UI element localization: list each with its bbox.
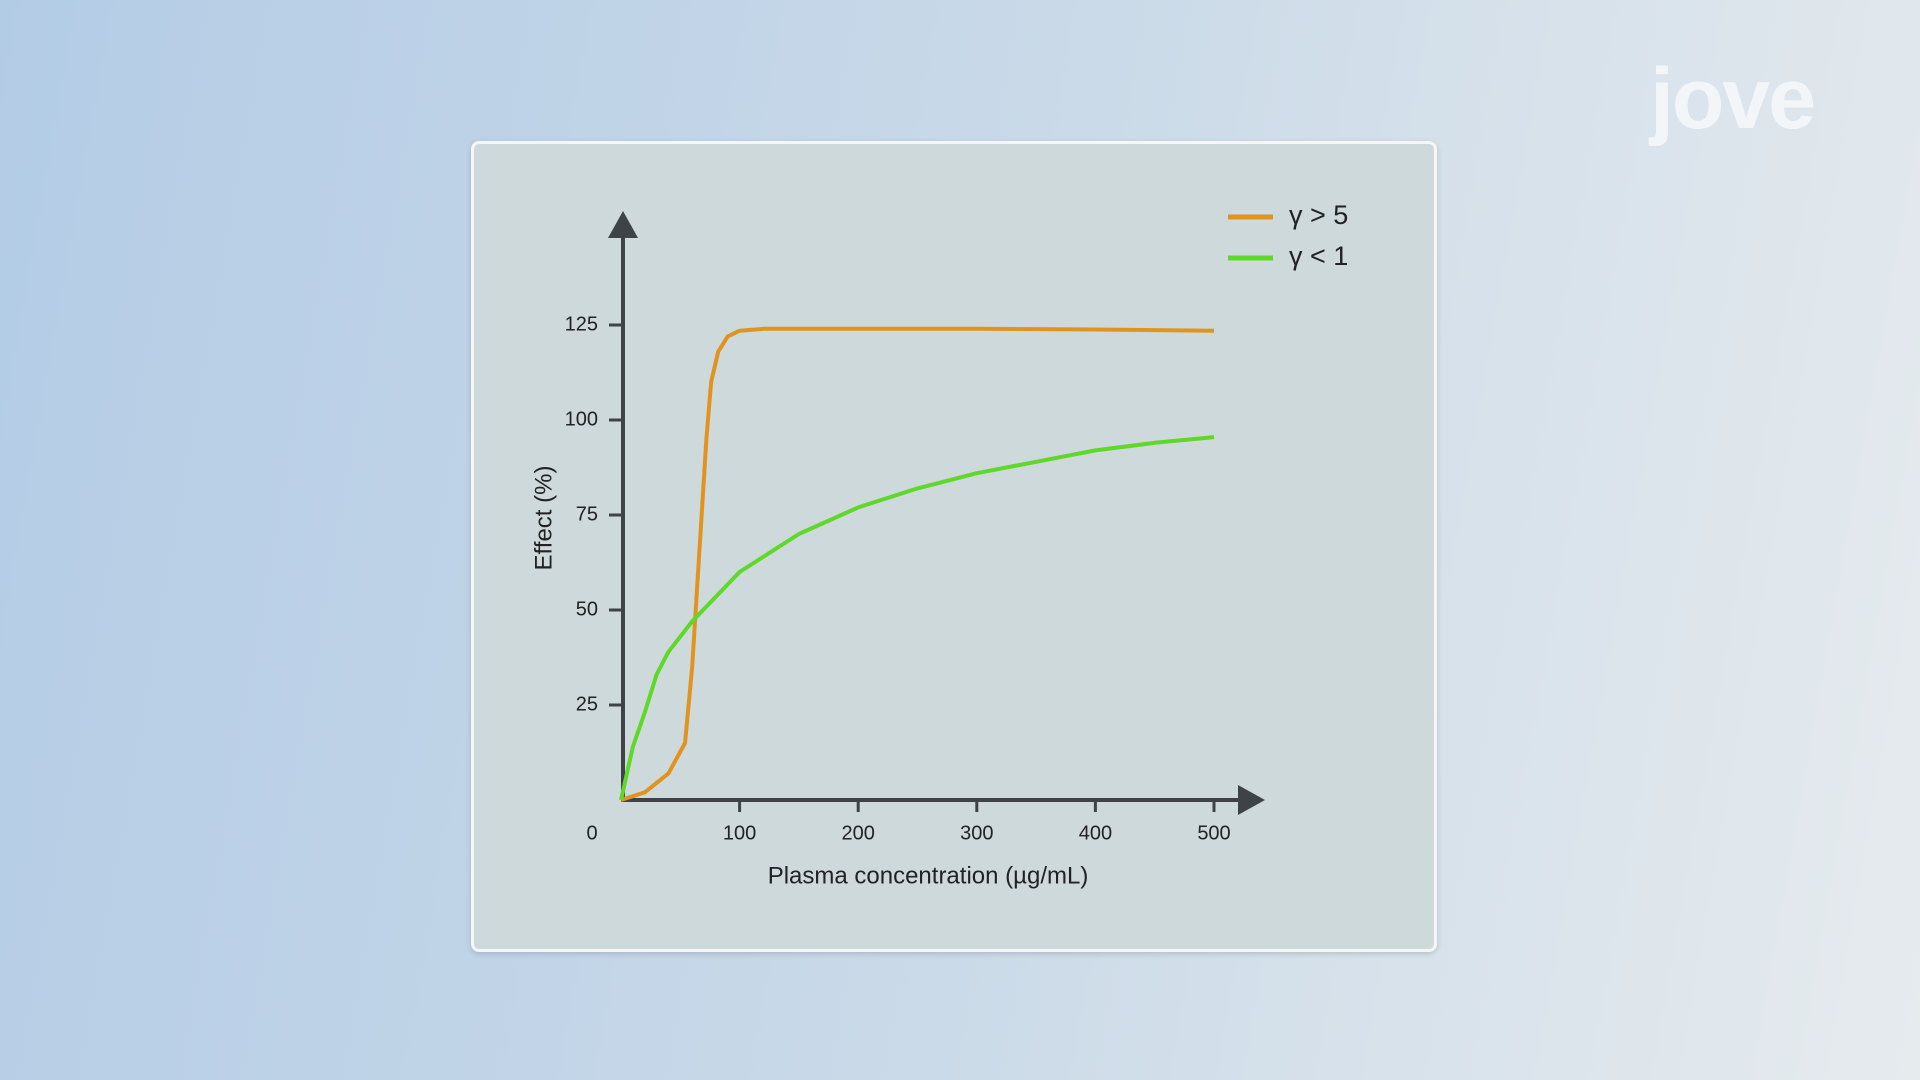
- y-axis-arrow: [608, 211, 638, 238]
- logo: jove: [1650, 51, 1816, 147]
- y-tick-label: 100: [565, 408, 598, 430]
- y-tick-label: 25: [576, 693, 598, 715]
- x-axis-label: Plasma concentration (µg/mL): [768, 862, 1089, 889]
- x-tick-label: 400: [1079, 822, 1112, 844]
- legend-label: γ > 5: [1289, 200, 1348, 230]
- x-tick-label: 200: [842, 822, 875, 844]
- x-tick-label: 100: [723, 822, 756, 844]
- series-line: [620, 326, 1215, 802]
- legend-label: γ < 1: [1289, 241, 1348, 271]
- y-axis-label: Effect (%): [530, 466, 557, 571]
- x-axis-arrow: [1238, 785, 1265, 815]
- x-tick-label: 500: [1197, 822, 1230, 844]
- x-tick-label: 0: [586, 822, 597, 844]
- x-tick-label: 300: [960, 822, 993, 844]
- y-tick-label: 50: [576, 598, 598, 620]
- y-tick-label: 125: [565, 313, 598, 335]
- y-tick-label: 75: [576, 503, 598, 525]
- series-line: [619, 435, 1215, 801]
- chart-panel: [471, 141, 1437, 952]
